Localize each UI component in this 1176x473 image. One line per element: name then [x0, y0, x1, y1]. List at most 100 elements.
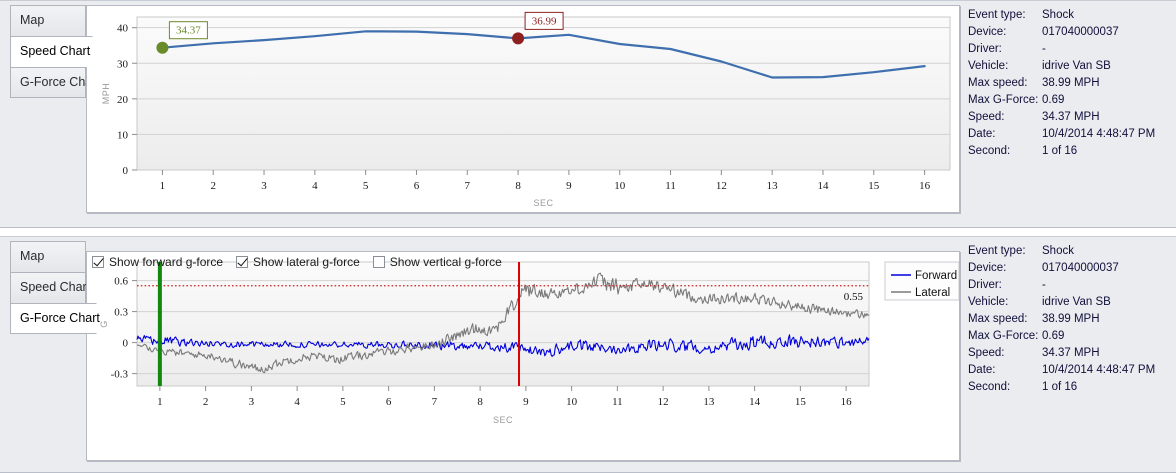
info-row: Second: 1 of 16 [968, 381, 1164, 398]
marker-current[interactable] [512, 32, 525, 45]
series-forward [136, 334, 870, 357]
info-value: 1 of 16 [1042, 145, 1078, 157]
info-value: 34.37 MPH [1042, 111, 1100, 123]
info-value: 0.69 [1042, 94, 1065, 106]
info-value: 38.99 MPH [1042, 77, 1100, 89]
gforce-checkbox-label: Show lateral g-force [253, 255, 360, 269]
info-label: Speed: [968, 111, 1005, 123]
y-tick-label: 40 [117, 23, 129, 35]
gforce-checkbox[interactable]: Show forward g-force [92, 255, 223, 269]
x-tick-label: 15 [795, 396, 807, 408]
info-row: Driver: - [968, 43, 1164, 60]
y-tick-label: -0.3 [111, 369, 129, 381]
series-lateral [136, 272, 870, 374]
info-row: Speed: 34.37 MPH [968, 347, 1164, 364]
tab-speed-chart-top[interactable]: Speed Chart [10, 36, 93, 67]
info-label: Device: [968, 26, 1007, 38]
speed-chart-card: 0 10 20 30 40 1 2 3 4 5 6 7 8 9 10 11 12 13 14 15 16 SEC MPH 34… [86, 5, 960, 213]
x-tick-label: 7 [432, 396, 438, 408]
info-label: Date: [968, 364, 996, 376]
gforce-checkbox-label: Show vertical g-force [389, 255, 502, 269]
y-tick-label: 0 [123, 165, 129, 177]
info-row: Max G-Force: 0.69 [968, 94, 1164, 111]
info-label: Device: [968, 262, 1007, 274]
x-tick-label: 16 [919, 180, 931, 192]
gforce-checkbox-label: Show forward g-force [109, 255, 224, 269]
tabstrip-bottom: Map Speed Chart G-Force Chart [10, 241, 100, 334]
info-label: Vehicle: [968, 60, 1009, 72]
info-label: Second: [968, 145, 1011, 157]
info-label: Event type: [968, 245, 1026, 257]
info-value: - [1042, 279, 1046, 291]
info-value: 38.99 MPH [1042, 313, 1100, 325]
info-label: Second: [968, 381, 1011, 393]
tab-map-top[interactable]: Map [10, 5, 86, 36]
info-label: Driver: [968, 279, 1002, 291]
checkbox-checked-icon[interactable] [236, 256, 249, 268]
x-tick-label: 1 [157, 396, 163, 408]
tab-gforce-chart-bottom[interactable]: G-Force Chart [10, 303, 100, 334]
x-tick-label: 12 [658, 396, 669, 408]
checkbox-unchecked-icon[interactable] [372, 256, 385, 268]
x-tick-label: 1 [160, 180, 166, 192]
x-tick-label: 13 [767, 180, 779, 192]
y-tick-label: 10 [117, 129, 129, 141]
tooltip-label: 36.99 [532, 15, 557, 27]
tab-gforce-chart-top[interactable]: G-Force Chart [10, 67, 100, 98]
tab-speed-chart-bottom[interactable]: Speed Chart [10, 272, 90, 303]
gforce-checkbox[interactable]: Show lateral g-force [236, 255, 360, 269]
info-label: Event type: [968, 9, 1026, 21]
speed-line [161, 30, 926, 79]
info-row: Device: 017040000037 [968, 262, 1164, 279]
info-row: Date: 10/4/2014 4:48:47 PM [968, 364, 1164, 381]
marker-start[interactable] [156, 41, 169, 54]
info-row: Event type: Shock [968, 245, 1164, 262]
x-axis-title: SEC [493, 415, 513, 425]
tab-label: Speed Chart [20, 280, 91, 294]
x-axis-title: SEC [533, 198, 553, 208]
info-row: Vehicle: idrive Van SB [968, 60, 1164, 77]
plot-area [136, 16, 951, 171]
tab-label: G-Force Chart [20, 311, 100, 325]
x-tick-label: 4 [294, 396, 300, 408]
legend-label: Forward [915, 270, 957, 282]
tab-map-bottom[interactable]: Map [10, 241, 86, 272]
legend-label: Lateral [915, 287, 950, 299]
info-row: Event type: Shock [968, 9, 1164, 26]
x-tick-label: 11 [665, 180, 676, 192]
info-label: Driver: [968, 43, 1002, 55]
info-row: Max speed: 38.99 MPH [968, 77, 1164, 94]
x-tick-label: 7 [465, 180, 471, 192]
gforce-checkbox[interactable]: Show vertical g-force [372, 255, 502, 269]
info-value: 34.37 MPH [1042, 347, 1100, 359]
info-value: 10/4/2014 4:48:47 PM [1042, 364, 1156, 376]
info-row: Date: 10/4/2014 4:48:47 PM [968, 128, 1164, 145]
x-tick-label: 10 [566, 396, 578, 408]
info-value: 1 of 16 [1042, 381, 1078, 393]
info-row: Device: 017040000037 [968, 26, 1164, 43]
y-tick-label: 0 [123, 338, 129, 350]
y-tick-label: 20 [117, 94, 129, 106]
info-value: 017040000037 [1042, 262, 1119, 274]
tooltip-label: 34.37 [176, 25, 201, 37]
x-tick-label: 14 [749, 396, 761, 408]
x-tick-label: 5 [363, 180, 369, 192]
y-axis-title: G [99, 320, 109, 328]
info-label: Speed: [968, 347, 1005, 359]
info-label: Max G-Force: [968, 330, 1039, 342]
info-row: Second: 1 of 16 [968, 145, 1164, 162]
x-tick-label: 12 [716, 180, 727, 192]
info-row: Max speed: 38.99 MPH [968, 313, 1164, 330]
x-tick-label: 9 [566, 180, 572, 192]
x-tick-label: 8 [477, 396, 483, 408]
x-tick-label: 10 [614, 180, 626, 192]
x-tick-label: 9 [523, 396, 529, 408]
gforce-chart-plot[interactable]: -0.300.30.61 2 3 4 5 6 7 8 9 10 11 12 13 14 15 16SECG0.… [87, 252, 959, 460]
x-tick-label: 14 [817, 180, 829, 192]
info-row: Vehicle: idrive Van SB [968, 296, 1164, 313]
checkbox-checked-icon[interactable] [92, 256, 104, 268]
x-tick-label: 3 [249, 396, 255, 408]
tab-label: Map [20, 249, 45, 263]
